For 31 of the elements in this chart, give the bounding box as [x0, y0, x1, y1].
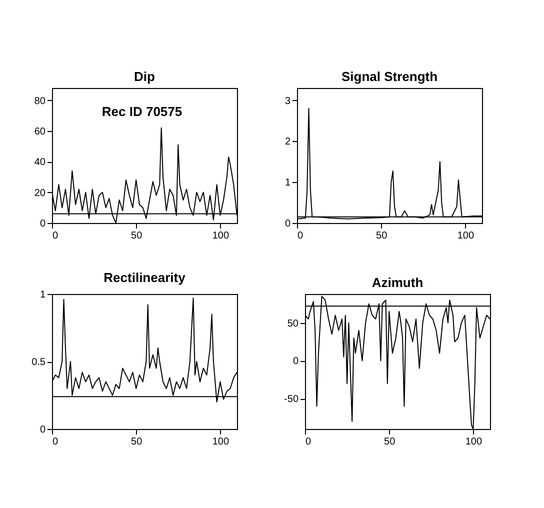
- x-tick-label: 100: [457, 230, 474, 242]
- chart-title: Azimuth: [372, 275, 424, 290]
- y-tick-label: 60: [34, 126, 46, 138]
- x-tick-label: 100: [212, 230, 230, 242]
- chart-title: Dip: [134, 69, 156, 84]
- x-tick-label: 0: [306, 436, 312, 448]
- x-tick-label: 0: [52, 436, 58, 448]
- y-tick-label: 50: [287, 318, 299, 330]
- y-tick-label: 0: [40, 424, 46, 436]
- y-tick-label: 20: [34, 188, 46, 199]
- x-tick-label: 50: [384, 436, 396, 448]
- chart-title: Signal Strength: [341, 69, 438, 84]
- x-tick-label: 100: [212, 436, 230, 448]
- y-tick-label: 0: [40, 218, 46, 230]
- annotation: Rec ID 70575: [102, 104, 182, 119]
- x-tick-label: 50: [376, 230, 388, 242]
- y-tick-label: 0: [292, 356, 299, 368]
- y-tick-label: 2: [284, 136, 291, 148]
- y-tick-label: 40: [34, 157, 46, 168]
- y-tick-label: 0.5: [32, 357, 46, 368]
- x-tick-label: 0: [52, 230, 58, 242]
- y-tick-label: 3: [284, 96, 291, 107]
- x-tick-label: 100: [465, 436, 482, 448]
- y-tick-label: 1: [40, 290, 46, 300]
- y-tick-label: 1: [284, 178, 291, 189]
- chart-title: Rectilinearity: [104, 270, 186, 285]
- x-tick-label: 50: [131, 436, 143, 448]
- x-tick-label: 50: [131, 230, 143, 242]
- y-tick-label: -50: [284, 394, 299, 406]
- y-tick-label: 0: [284, 218, 291, 230]
- y-tick-label: 80: [34, 96, 46, 107]
